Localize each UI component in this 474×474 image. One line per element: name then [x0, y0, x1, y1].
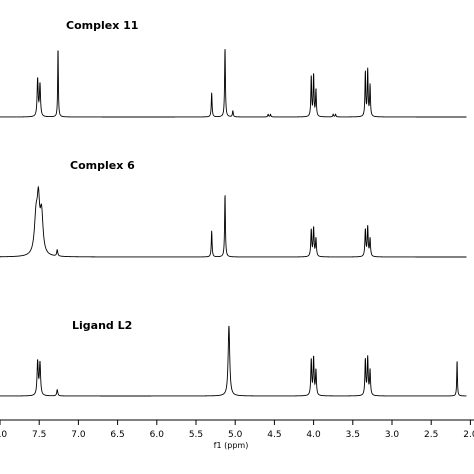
- spectrum-trace-2: [0, 185, 467, 258]
- series-label-complex-11: Complex 11: [66, 19, 138, 32]
- series-label-complex-6: Complex 6: [70, 159, 135, 172]
- x-tick-label: 6.0: [150, 430, 165, 440]
- x-tick-label: 3.5: [346, 430, 360, 440]
- x-tick-label: 6.5: [110, 430, 124, 440]
- x-tick-label: 5.5: [189, 430, 203, 440]
- spectrum-trace-3: [0, 325, 467, 397]
- x-axis-title: f1 (ppm): [214, 441, 249, 450]
- x-tick-label: 7.0: [71, 430, 86, 440]
- x-tick-label: 4.0: [306, 430, 321, 440]
- spectra-group: [0, 49, 467, 397]
- spectrum-trace-1: [0, 49, 467, 118]
- x-tick-label: 2.5: [424, 430, 438, 440]
- x-tick-label: 2.0: [463, 430, 474, 440]
- x-tick-label: 4.5: [267, 430, 281, 440]
- x-tick-label: 8.0: [0, 430, 7, 440]
- x-tick-label: 3.0: [385, 430, 400, 440]
- series-label-ligand-l2: Ligand L2: [72, 319, 132, 332]
- x-axis-ticks: 8.0 7.5 7.0 6.5 6.0 5.5 5.0 4.5 4.0 3.5 3.0 2.5 2.0: [0, 420, 474, 440]
- x-tick-label: 7.5: [32, 430, 46, 440]
- x-tick-label: 5.0: [228, 430, 243, 440]
